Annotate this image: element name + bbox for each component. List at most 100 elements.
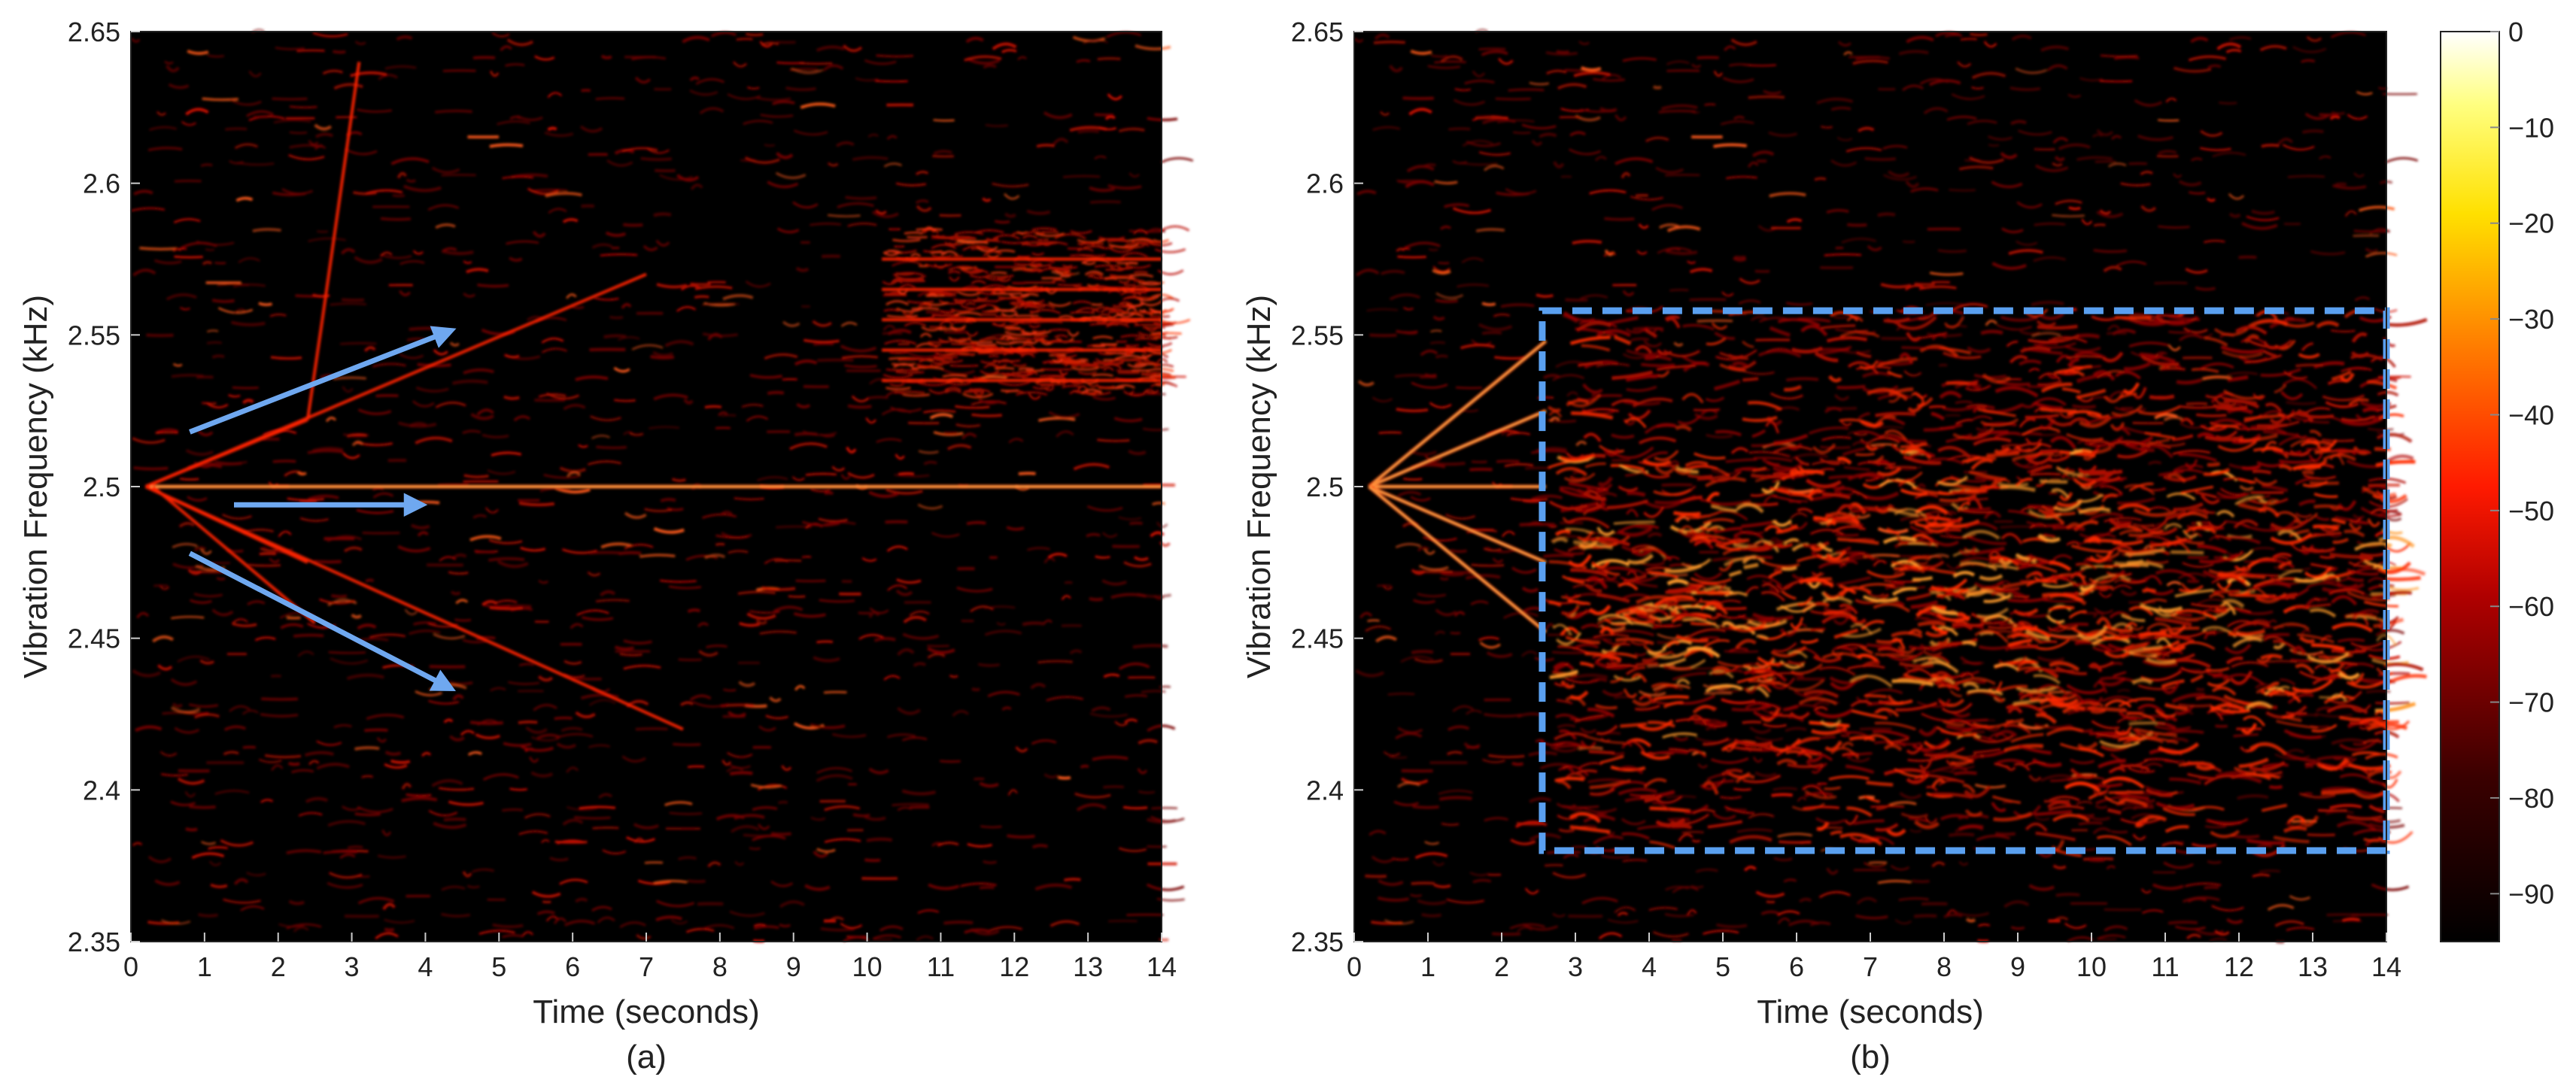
noise-fragment [427,204,460,211]
turbulence-fragment [1688,535,1712,544]
noise-fragment [211,354,225,359]
turbulence-fragment [2064,781,2101,793]
noise-fragment [897,648,915,656]
noise-fragment [133,190,153,196]
noise-fragment [1754,269,1770,273]
noise-fragment [1466,709,1482,715]
noise-fragment [890,406,922,413]
turbulence-fragment [1569,335,1611,345]
turbulence-fragment [1613,675,1642,682]
turbulence-fragment [1853,819,1885,825]
turbulence-fragment [1630,673,1648,683]
band-fragment [1034,232,1065,237]
noise-fragment [263,546,293,554]
noise-fragment [1046,696,1083,702]
turbulence-fragment [1909,640,1949,651]
band-fragment [986,238,999,241]
turbulence-fragment [2012,626,2052,639]
turbulence-fragment [1937,445,1972,459]
noise-fragment [1379,111,1390,117]
noise-fragment [1954,771,1977,775]
noise-fragment [538,393,567,398]
turbulence-fragment [1887,694,1904,705]
noise-fragment [2310,250,2346,256]
band-fragment [1101,363,1122,370]
noise-fragment [1700,719,1724,726]
noise-fragment [1769,192,1806,198]
noise-fragment [242,745,256,749]
band-fragment [1016,391,1048,396]
turbulence-fragment [2262,484,2289,493]
turbulence-fragment [1571,411,1614,420]
noise-fragment [1754,771,1777,778]
turbulence-fragment [1609,781,1649,791]
noise-fragment [574,816,611,820]
turbulence-fragment [2213,397,2231,407]
noise-fragment [1690,63,1702,68]
noise-fragment [1107,93,1123,101]
turbulence-fragment [2365,753,2398,760]
turbulence-fragment [1969,470,2006,481]
turbulence-fragment [1887,370,1903,378]
noise-fragment [917,909,940,915]
noise-fragment [1666,225,1701,232]
band-fragment [1054,233,1086,240]
noise-fragment [1091,706,1111,712]
turbulence-fragment [1635,662,1658,666]
turbulence-fragment [2283,826,2307,833]
noise-fragment [197,429,214,436]
noise-fragment [728,550,749,554]
turbulence-fragment [2024,667,2059,678]
noise-fragment [816,767,852,774]
noise-fragment [172,543,198,548]
noise-fragment [2274,920,2305,927]
band-fragment [976,290,1007,296]
band-fragment [1040,368,1072,371]
noise-fragment [1414,852,1448,860]
noise-fragment [984,629,1022,636]
noise-fragment [613,399,636,402]
turbulence-fragment [1979,479,1999,490]
noise-fragment [1834,393,1850,401]
noise-fragment [384,751,402,756]
band-fragment [956,353,976,356]
turbulence-fragment [2035,713,2057,724]
turbulence-fragment [1750,472,1791,479]
noise-fragment [644,508,673,513]
noise-fragment [372,362,406,368]
noise-fragment [1371,855,1395,863]
noise-fragment [412,250,424,255]
turbulence-fragment [1562,575,1585,584]
band-fragment [1160,225,1190,232]
noise-fragment [178,247,187,250]
noise-fragment [159,751,178,757]
noise-fragment [2330,329,2356,333]
band-fragment [1057,284,1082,287]
noise-fragment [1976,835,2010,842]
x-tick-label: 2 [1494,951,1509,982]
noise-fragment [847,472,875,479]
turbulence-fragment [1974,629,2009,644]
noise-fragment [861,557,877,562]
noise-fragment [415,436,453,444]
noise-fragment [357,408,392,415]
turbulence-fragment [1563,313,1579,323]
noise-fragment [964,55,1002,62]
noise-fragment [1852,441,1867,447]
noise-fragment [187,50,209,55]
turbulence-fragment [1624,417,1647,429]
turbulence-fragment [1952,571,1976,578]
turbulence-fragment [1903,563,1933,572]
turbulence-fragment [1979,617,2012,625]
noise-fragment [556,742,576,749]
noise-fragment [564,660,582,665]
turbulence-fragment [2191,368,2219,373]
noise-fragment [171,374,204,378]
noise-fragment [2108,162,2127,168]
turbulence-fragment [1943,316,1965,329]
noise-fragment [621,755,646,763]
turbulence-fragment [2195,764,2216,771]
turbulence-fragment [2322,582,2365,593]
turbulence-fragment [1787,763,1824,769]
turbulence-fragment [2303,437,2319,444]
